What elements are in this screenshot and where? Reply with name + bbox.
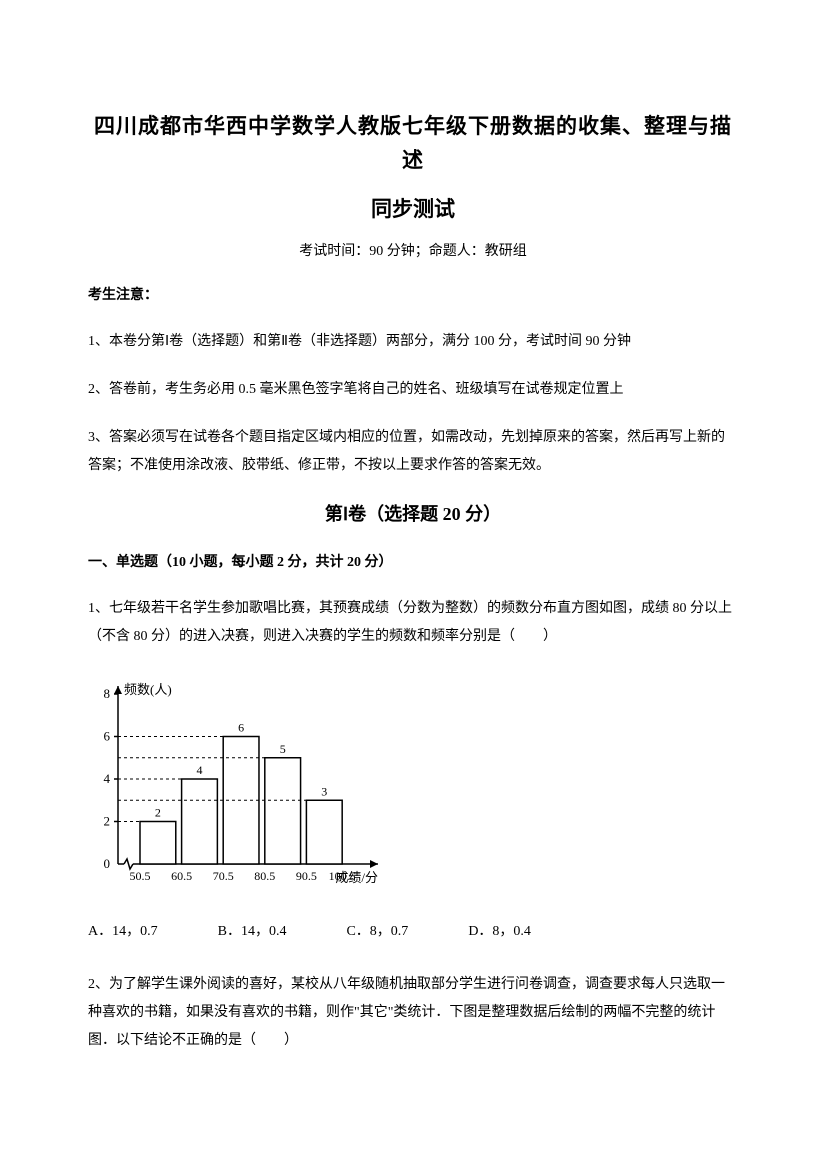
svg-text:8: 8	[104, 686, 111, 701]
option-b: B．14，0.4	[218, 921, 287, 943]
option-a: A．14，0.7	[88, 921, 158, 943]
svg-text:90.5: 90.5	[296, 869, 317, 883]
svg-text:80.5: 80.5	[254, 869, 275, 883]
question-2-text: 2、为了解学生课外阅读的喜好，某校从八年级随机抽取部分学生进行问卷调查，调查要求…	[88, 971, 738, 1055]
histogram-chart: 02468频数(人)成绩/分2465350.560.570.580.590.51…	[88, 669, 398, 899]
notice-item-3: 3、答案必须写在试卷各个题目指定区域内相应的位置，如需改动，先划掉原来的答案，然…	[88, 424, 738, 480]
svg-text:5: 5	[280, 742, 286, 756]
doc-title-sub: 同步测试	[88, 193, 738, 227]
subsection-header: 一、单选题（10 小题，每小题 2 分，共计 20 分）	[88, 552, 738, 574]
svg-text:3: 3	[321, 784, 327, 798]
question-1-options: A．14，0.7 B．14，0.4 C．8，0.7 D．8，0.4	[88, 921, 738, 943]
svg-text:6: 6	[104, 728, 111, 743]
svg-text:6: 6	[238, 720, 244, 734]
svg-text:2: 2	[155, 805, 161, 819]
notice-item-1: 1、本卷分第Ⅰ卷（选择题）和第Ⅱ卷（非选择题）两部分，满分 100 分，考试时间…	[88, 328, 738, 356]
svg-text:100.5: 100.5	[329, 869, 356, 883]
notice-header: 考生注意：	[88, 285, 738, 307]
svg-text:50.5: 50.5	[130, 869, 151, 883]
svg-text:频数(人): 频数(人)	[124, 682, 172, 697]
exam-info: 考试时间：90 分钟；命题人：教研组	[88, 241, 738, 263]
option-d: D．8，0.4	[468, 921, 531, 943]
section-1-header: 第Ⅰ卷（选择题 20 分）	[88, 500, 738, 529]
doc-title-main: 四川成都市华西中学数学人教版七年级下册数据的收集、整理与描述	[88, 110, 738, 177]
svg-text:0: 0	[104, 856, 111, 871]
svg-text:4: 4	[196, 763, 202, 777]
svg-text:70.5: 70.5	[213, 869, 234, 883]
option-c: C．8，0.7	[346, 921, 408, 943]
svg-text:2: 2	[104, 813, 111, 828]
svg-text:4: 4	[104, 771, 111, 786]
question-1-text: 1、七年级若干名学生参加歌唱比赛，其预赛成绩（分数为整数）的频数分布直方图如图，…	[88, 595, 738, 651]
svg-text:60.5: 60.5	[171, 869, 192, 883]
notice-item-2: 2、答卷前，考生务必用 0.5 毫米黑色签字笔将自己的姓名、班级填写在试卷规定位…	[88, 376, 738, 404]
